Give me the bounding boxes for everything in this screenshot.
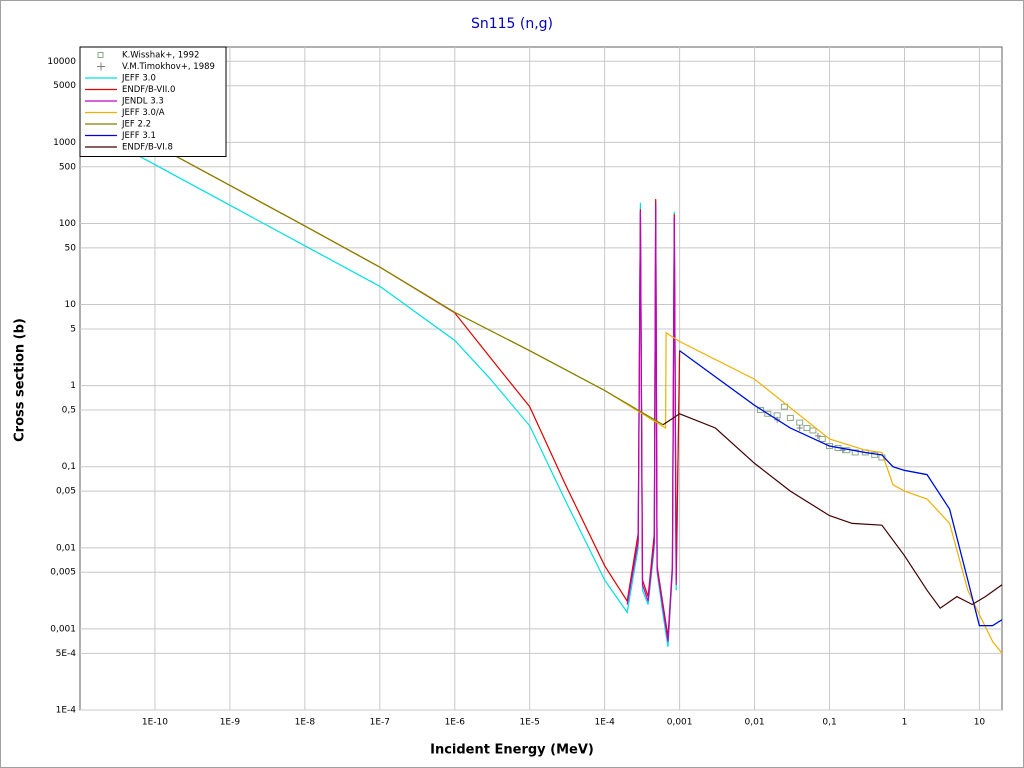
- legend-marker: [97, 52, 104, 58]
- chart-title: Sn115 (n,g): [471, 16, 553, 32]
- x-axis-label: Incident Energy (MeV): [430, 743, 594, 758]
- legend-label: JEFF 3.0: [121, 74, 156, 84]
- x-tick-label: 1E-4: [594, 718, 615, 728]
- data-point: [818, 435, 826, 442]
- data-point: [796, 425, 803, 432]
- data-point: [809, 427, 817, 434]
- y-tick-label: 0,005: [50, 568, 76, 578]
- x-tick-label: 1E-9: [220, 718, 241, 728]
- y-tick-label: 0,5: [62, 406, 76, 416]
- data-point: [757, 407, 765, 414]
- x-tick-label: 1E-7: [370, 718, 390, 728]
- legend-label: ENDF/B-VII.0: [122, 85, 175, 95]
- y-tick-label: 5000: [53, 81, 76, 91]
- y-tick-label: 5E-4: [56, 649, 77, 659]
- series-line: [626, 204, 677, 642]
- legend-label: JEFF 3.1: [121, 131, 156, 141]
- y-tick-label: 0,05: [56, 487, 76, 497]
- y-tick-label: 1E-4: [56, 706, 77, 716]
- y-tick-label: 0,001: [50, 624, 76, 634]
- y-axis-label: Cross section (b): [13, 318, 28, 442]
- y-tick-label: 10000: [47, 57, 76, 67]
- y-tick-label: 0,01: [56, 543, 76, 553]
- y-tick-label: 1: [70, 381, 76, 391]
- x-tick-label: 1E-10: [142, 718, 168, 728]
- data-point: [814, 432, 821, 439]
- legend-label: ENDF/B-VI.8: [122, 143, 173, 153]
- data-point: [786, 414, 794, 421]
- y-tick-label: 100: [59, 219, 76, 229]
- series-line: [79, 104, 664, 426]
- legend-box: [79, 46, 227, 157]
- legend-label: V.M.Timokhov+, 1989: [122, 62, 215, 72]
- legend-marker: [97, 62, 105, 71]
- legend-label: JENDL 3.3: [121, 97, 164, 107]
- data-point: [851, 449, 859, 456]
- legend-label: JEF 2.2: [121, 120, 151, 130]
- x-tick-label: 1E-6: [445, 718, 466, 728]
- legend-label: JEFF 3.0/A: [121, 108, 165, 118]
- plot-area: [79, 46, 1003, 711]
- series-line: [679, 350, 1003, 627]
- x-tick-label: 1E-5: [520, 718, 540, 728]
- x-tick-label: 0,01: [745, 718, 765, 728]
- x-tick-label: 1E-8: [295, 718, 316, 728]
- x-tick-label: 0,1: [822, 718, 836, 728]
- data-point: [764, 410, 772, 417]
- y-tick-label: 500: [59, 162, 76, 172]
- y-tick-label: 50: [65, 243, 77, 253]
- series-line: [662, 413, 1003, 610]
- y-tick-label: 1000: [53, 138, 76, 148]
- legend-label: K.Wisshak+, 1992: [122, 51, 199, 61]
- y-tick-label: 10: [65, 300, 77, 310]
- x-tick-label: 0,001: [667, 718, 693, 728]
- y-tick-label: 5: [70, 324, 76, 334]
- data-point: [780, 403, 788, 410]
- x-tick-label: 10: [974, 718, 986, 728]
- y-tick-label: 0,1: [62, 462, 76, 472]
- x-tick-label: 1: [902, 718, 908, 728]
